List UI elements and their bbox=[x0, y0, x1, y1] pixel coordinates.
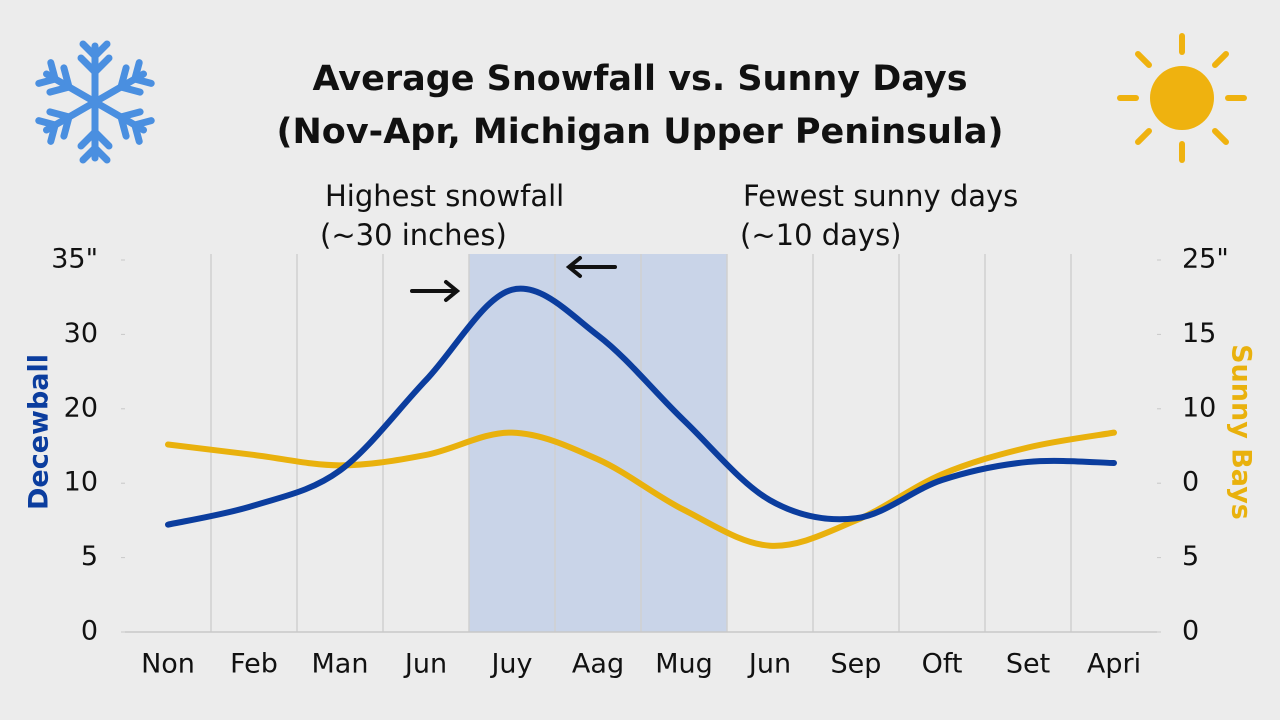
x-tick-label: Man bbox=[312, 649, 369, 680]
chart-subtitle: (Nov-Apr, Michigan Upper Peninsula) bbox=[277, 112, 1004, 152]
x-tick-label: Oft bbox=[922, 649, 963, 680]
y-axis-label: Decewball bbox=[24, 354, 55, 510]
y2-axis-label: Sunny Bays bbox=[1226, 344, 1257, 520]
y2-tick-label: 5 bbox=[1182, 541, 1199, 572]
x-tick-label: Jun bbox=[747, 649, 791, 680]
annotation: Fewest sunny days bbox=[743, 179, 1018, 213]
y-tick-label: 10 bbox=[64, 467, 98, 498]
x-tick-label: Sep bbox=[831, 649, 882, 680]
plot-background bbox=[121, 254, 1161, 633]
sun-icon bbox=[1117, 33, 1247, 163]
chart-title: Average Snowfall vs. Sunny Days bbox=[312, 59, 967, 99]
y-tick-label: 20 bbox=[64, 392, 98, 423]
y-tick-label: 0 bbox=[81, 616, 98, 647]
x-tick-label: Mug bbox=[655, 649, 713, 680]
highlight-band bbox=[469, 254, 727, 632]
annotation-arrows bbox=[410, 256, 617, 302]
series-line bbox=[165, 285, 1117, 528]
x-tick-label: Non bbox=[141, 649, 195, 680]
y2-tick-label: 10 bbox=[1182, 392, 1216, 423]
y2-tick-label: 15 bbox=[1182, 318, 1216, 349]
annotation: Highest snowfall bbox=[325, 179, 564, 213]
snowflake-icon bbox=[38, 40, 152, 160]
y2-tick-label: 0 bbox=[1182, 616, 1199, 647]
annotation: (~30 inches) bbox=[320, 218, 507, 252]
x-tick-label: Aag bbox=[572, 649, 624, 680]
x-tick-label: Juy bbox=[489, 649, 532, 680]
annotation: (~10 days) bbox=[740, 218, 902, 252]
series-line bbox=[165, 429, 1117, 549]
x-tick-label: Feb bbox=[230, 649, 278, 680]
y-tick-label: 5 bbox=[81, 541, 98, 572]
y2-tick-label: 0 bbox=[1182, 467, 1199, 498]
x-tick-label: Jun bbox=[403, 649, 447, 680]
y-tick-label: 30 bbox=[64, 318, 98, 349]
x-tick-label: Set bbox=[1006, 649, 1050, 680]
x-tick-label: Apri bbox=[1087, 649, 1141, 680]
y-tick-label: 35" bbox=[51, 244, 98, 275]
y2-tick-label: 25" bbox=[1182, 244, 1229, 275]
